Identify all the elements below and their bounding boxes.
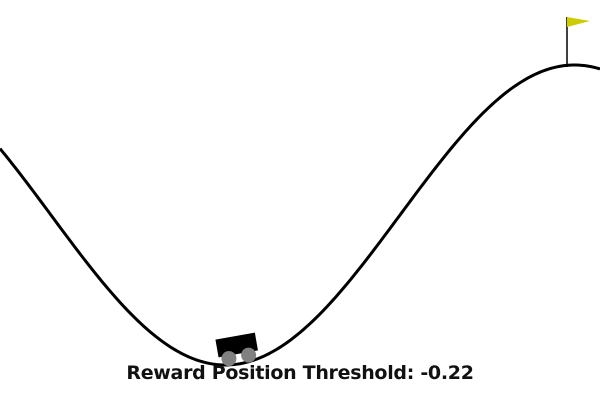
- car-icon: [215, 332, 258, 367]
- car-front-wheel: [241, 347, 257, 363]
- car-rear-wheel: [221, 351, 237, 367]
- mountain-track: [0, 63, 600, 367]
- reward-threshold-value: -0.22: [420, 362, 474, 384]
- reward-threshold-label: Reward Position Threshold:: [126, 362, 415, 384]
- reward-threshold-caption: Reward Position Threshold: -0.22: [0, 362, 600, 384]
- goal-flag: [566, 17, 590, 67]
- flag-icon: [567, 17, 590, 27]
